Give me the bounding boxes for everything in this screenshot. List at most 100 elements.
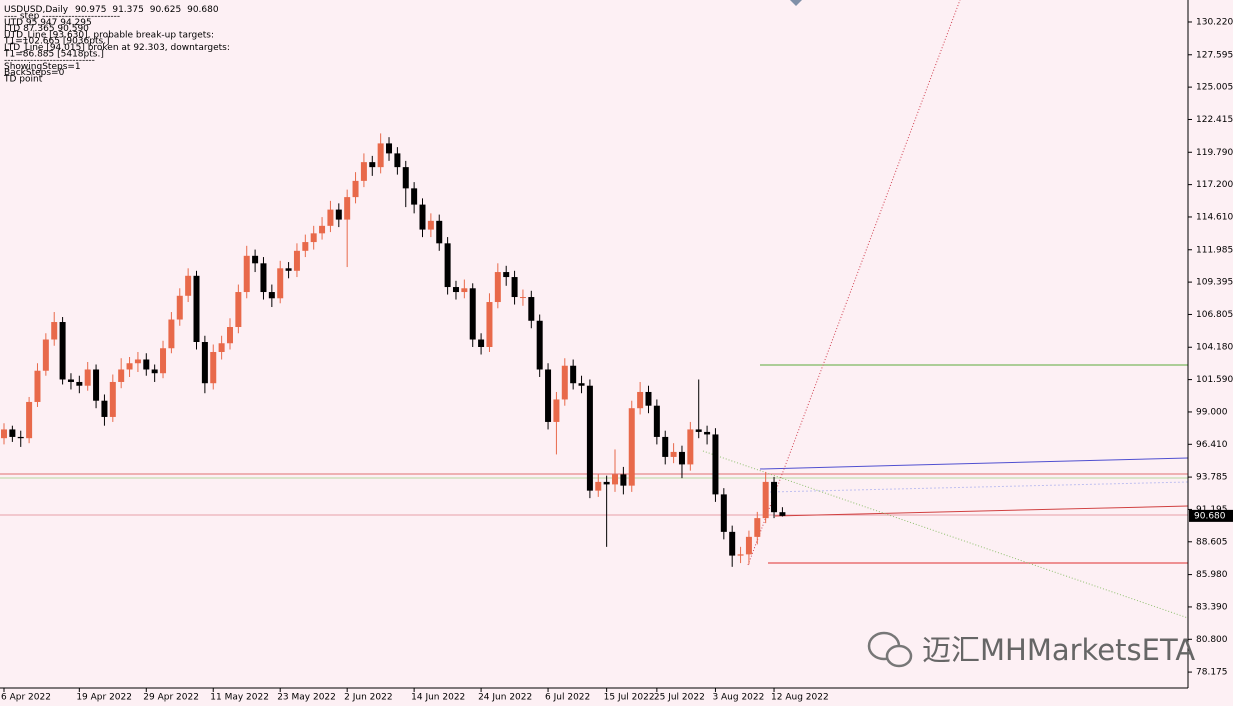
candle-body xyxy=(528,297,535,321)
candle-body xyxy=(469,288,476,340)
candle-body xyxy=(478,339,485,347)
ohlc-close: 90.680 xyxy=(187,5,219,15)
x-tick-label: 12 Aug 2022 xyxy=(771,693,829,703)
y-tick-label: 114.610 xyxy=(1196,212,1233,222)
candle-body xyxy=(486,302,493,347)
x-tick-label: 23 May 2022 xyxy=(277,693,336,703)
candle-body xyxy=(712,434,719,495)
candle-body xyxy=(578,383,585,386)
candle-body xyxy=(327,209,334,226)
candle-body xyxy=(210,351,217,384)
y-tick-label: 85.980 xyxy=(1196,570,1228,580)
utd-dotted xyxy=(769,481,1189,493)
y-tick-label: 117.200 xyxy=(1196,180,1233,190)
candle-body xyxy=(586,385,593,491)
indicator-text: ---- step ------------------------UTD 95… xyxy=(3,12,230,85)
candle-body xyxy=(268,292,275,299)
candle-body xyxy=(134,359,141,364)
candle-body xyxy=(252,255,259,264)
candle-body xyxy=(637,391,644,409)
y-tick-label: 106.805 xyxy=(1196,310,1233,320)
candle-body xyxy=(277,268,284,299)
y-tick-label: 80.800 xyxy=(1196,635,1228,645)
watermark-text: 迈汇MHMarketsETA xyxy=(922,633,1195,667)
candle-body xyxy=(561,365,568,400)
y-tick-label: 109.395 xyxy=(1196,278,1233,288)
x-tick-label: 14 Jun 2022 xyxy=(411,693,465,703)
candle-body xyxy=(67,379,74,382)
candle-body xyxy=(17,436,24,439)
candle-body xyxy=(419,204,426,230)
candle-body xyxy=(620,474,627,486)
indicator-line: ShowingSteps=1 xyxy=(4,62,81,72)
y-tick-label: 127.595 xyxy=(1196,50,1233,60)
candle-body xyxy=(461,288,468,293)
candle-body xyxy=(503,272,510,278)
y-tick-label: 96.410 xyxy=(1196,440,1228,450)
candle-body xyxy=(201,342,208,384)
candle-body xyxy=(394,153,401,168)
ltd-line xyxy=(774,505,1189,517)
candle-body xyxy=(319,225,326,234)
indicator-line: TD point xyxy=(3,75,43,85)
x-tick-label: 3 Aug 2022 xyxy=(712,693,764,703)
candle-body xyxy=(687,429,694,465)
candle-body xyxy=(745,536,752,555)
candle-body xyxy=(545,369,552,422)
indicator-line: LTD_Line [94.015] broken at 92.303, down… xyxy=(4,43,230,53)
candle-body xyxy=(185,275,192,296)
candle-body xyxy=(360,162,367,181)
candle-body xyxy=(151,369,158,374)
candle-body xyxy=(193,275,200,343)
candle-body xyxy=(369,162,376,168)
x-tick-label: 29 Apr 2022 xyxy=(143,693,199,703)
candle-body xyxy=(226,327,233,344)
y-tick-label: 130.220 xyxy=(1196,17,1233,27)
candle-body xyxy=(737,554,744,556)
x-tick-label: 25 Jul 2022 xyxy=(654,693,705,703)
candle-body xyxy=(612,474,619,485)
y-tick-label: 122.415 xyxy=(1196,115,1233,125)
candle-body xyxy=(26,401,33,439)
candle-body xyxy=(386,143,393,154)
indicator-line: T1=102.665 [9036pts.] xyxy=(3,37,110,47)
candle-body xyxy=(695,429,702,432)
candle-body xyxy=(285,268,292,271)
x-tick-label: 19 Apr 2022 xyxy=(76,693,132,703)
x-tick-label: 2 Jun 2022 xyxy=(344,693,392,703)
candle-body xyxy=(411,188,418,205)
candle-body xyxy=(720,494,727,532)
candle-body xyxy=(570,365,577,384)
ohlc-open: 90.975 xyxy=(75,5,107,15)
watermark: 迈汇MHMarketsETA xyxy=(867,631,1195,668)
candle-body xyxy=(653,405,660,437)
candle-body xyxy=(51,322,58,340)
current-price-label: 90.680 xyxy=(1194,511,1226,521)
x-tick-label: 6 Jul 2022 xyxy=(545,693,590,703)
candle-body xyxy=(176,295,183,320)
candle-body xyxy=(118,369,125,382)
candle-body xyxy=(444,243,451,288)
indicator-lines xyxy=(0,0,1189,619)
indicator-line: ---------------------------- xyxy=(4,56,95,66)
candle-body xyxy=(704,431,711,435)
shift-marker xyxy=(790,0,802,6)
candle-body xyxy=(771,481,778,513)
candle-body xyxy=(427,220,434,230)
ohlc-low: 90.625 xyxy=(150,5,182,15)
y-tick-label: 111.985 xyxy=(1196,245,1233,255)
candle-body xyxy=(670,451,677,457)
chart-header: USDUSD,Daily 90.975 91.375 90.625 90.680 xyxy=(4,5,219,15)
indicator-line: UTD 95.947 94.295 xyxy=(4,18,92,28)
symbol: USDUSD,Daily xyxy=(4,5,69,15)
candle-body xyxy=(452,287,459,293)
candle-body xyxy=(553,399,560,422)
y-tick-label: 83.390 xyxy=(1196,602,1228,612)
candle-body xyxy=(1,429,7,439)
candle-body xyxy=(662,436,669,457)
candle-body xyxy=(143,359,150,370)
candle-body xyxy=(310,233,317,243)
